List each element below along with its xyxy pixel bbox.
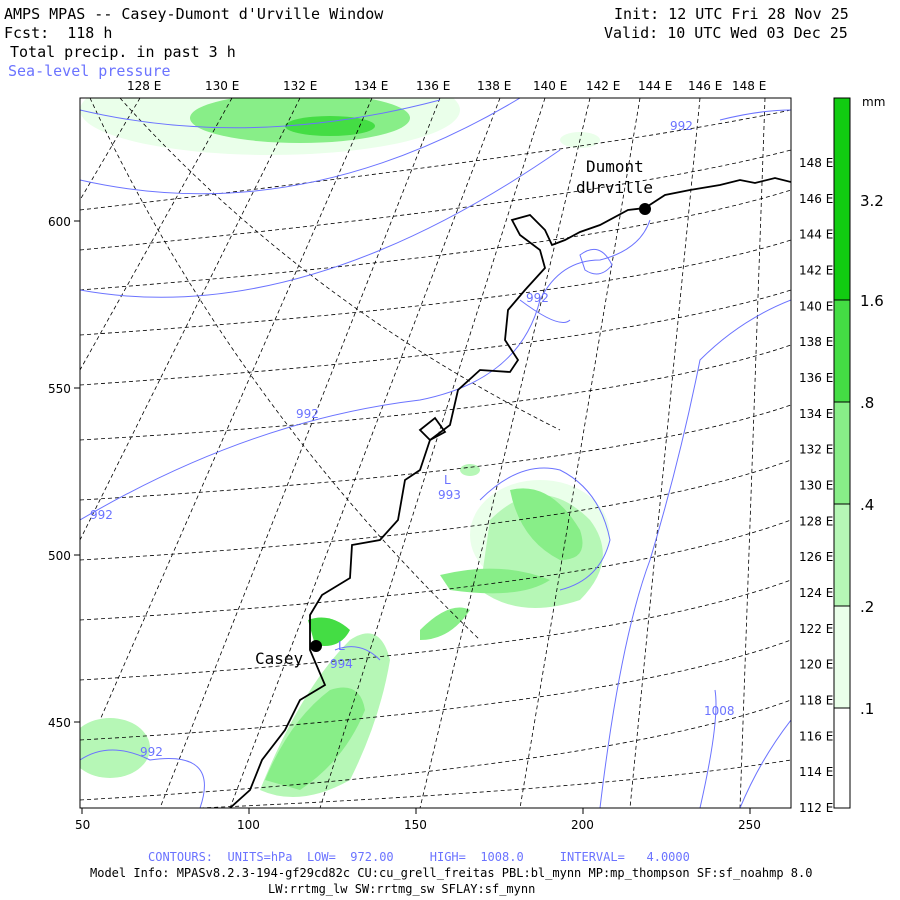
lon-labels-right: 148 E 146 E 144 E 142 E 140 E 138 E 136 E 134 E… xyxy=(799,156,833,815)
low-marker: L xyxy=(338,639,345,653)
lat-label: 146 E xyxy=(799,192,833,206)
colorbar-label: .8 xyxy=(860,394,874,412)
lat-label: 116 E xyxy=(799,729,833,743)
colorbar-label: .1 xyxy=(860,700,874,718)
contour-label-group: 992 992 992 992 992 1008 993 994 L L xyxy=(90,119,735,759)
x-tick-label: 150 xyxy=(404,818,427,832)
lon-label: 148 E xyxy=(732,79,766,93)
lat-label: 144 E xyxy=(799,228,833,242)
low-marker: L xyxy=(444,473,451,487)
x-tick-label: 200 xyxy=(571,818,594,832)
y-axis: 600 550 500 450 xyxy=(48,215,80,730)
lat-label: 122 E xyxy=(799,622,833,636)
lon-label: 134 E xyxy=(354,79,388,93)
lat-label: 132 E xyxy=(799,443,833,457)
colorbar-label: 3.2 xyxy=(860,192,884,210)
lat-label: 138 E xyxy=(799,335,833,349)
model-info: Model Info: MPASv8.2.3-194-gf29cd82c CU:… xyxy=(90,866,813,880)
colorbar-segment xyxy=(833,299,851,403)
x-axis: 50 100 150 200 250 xyxy=(75,808,761,832)
lon-label: 132 E xyxy=(283,79,317,93)
lat-label: 114 E xyxy=(799,765,833,779)
lat-label: 136 E xyxy=(799,371,833,385)
lat-label: 140 E xyxy=(799,299,833,313)
lat-label: 124 E xyxy=(799,586,833,600)
lon-label: 136 E xyxy=(416,79,450,93)
contour-label: 992 xyxy=(296,407,319,421)
colorbar-segment xyxy=(833,707,851,809)
casey-station-marker xyxy=(310,640,322,652)
lon-label: 138 E xyxy=(477,79,511,93)
physics-info: LW:rrtmg_lw SW:rrtmg_sw SFLAY:sf_mynn xyxy=(268,882,536,896)
x-tick-label: 250 xyxy=(738,818,761,832)
lon-label: 142 E xyxy=(586,79,620,93)
colorbar-segment xyxy=(833,401,851,505)
contour-label: 994 xyxy=(330,657,353,671)
lat-label: 112 E xyxy=(799,801,833,815)
map-title: AMPS MPAS -- Casey-Dumont d'Urville Wind… xyxy=(4,5,384,23)
field-name: Total precip. in past 3 h xyxy=(10,43,236,61)
contours-info: CONTOURS: UNITS=hPa LOW= 972.00 HIGH= 10… xyxy=(148,850,690,864)
contour-label: 1008 xyxy=(704,704,735,718)
lat-label: 126 E xyxy=(799,550,833,564)
pressure-contours xyxy=(80,98,791,808)
contour-label: 992 xyxy=(140,745,163,759)
contour-label: 992 xyxy=(670,119,693,133)
y-tick-label: 600 xyxy=(48,215,71,229)
dumont-label-line2: dUrville xyxy=(576,178,653,197)
y-tick-label: 450 xyxy=(48,716,71,730)
colorbar-label: .4 xyxy=(860,496,874,514)
forecast-hour: Fcst: 118 h xyxy=(4,24,113,42)
lon-label: 144 E xyxy=(638,79,672,93)
overlay-name: Sea-level pressure xyxy=(8,62,171,80)
lon-label: 146 E xyxy=(688,79,722,93)
lon-label: 130 E xyxy=(205,79,239,93)
dumont-label-line1: Dumont xyxy=(586,157,644,176)
x-tick-label: 50 xyxy=(75,818,90,832)
dumont-station-marker xyxy=(639,203,651,215)
colorbar-label: .2 xyxy=(860,598,874,616)
lat-label: 130 E xyxy=(799,479,833,493)
y-tick-label: 550 xyxy=(48,382,71,396)
colorbar-segment xyxy=(833,97,851,301)
contour-label: 992 xyxy=(526,291,549,305)
contour-label: 993 xyxy=(438,488,461,502)
valid-time: Valid: 10 UTC Wed 03 Dec 25 xyxy=(604,24,848,42)
x-tick-label: 100 xyxy=(237,818,260,832)
lat-label: 134 E xyxy=(799,407,833,421)
contour-label: 992 xyxy=(90,508,113,522)
colorbar: mm .1 .2 .4 .8 1.6 3.2 xyxy=(833,95,885,809)
init-time: Init: 12 UTC Fri 28 Nov 25 xyxy=(614,5,849,23)
colorbar-label: 1.6 xyxy=(860,292,884,310)
lon-label: 140 E xyxy=(533,79,567,93)
colorbar-segment xyxy=(833,503,851,607)
colorbar-unit: mm xyxy=(862,95,885,109)
lon-labels-top: 128 E 130 E 132 E 134 E 136 E 138 E 140 … xyxy=(127,79,766,93)
lat-label: 118 E xyxy=(799,694,833,708)
casey-label: Casey xyxy=(255,649,304,668)
graticule xyxy=(80,98,791,808)
lat-label: 120 E xyxy=(799,658,833,672)
lon-label: 128 E xyxy=(127,79,161,93)
lat-label: 128 E xyxy=(799,514,833,528)
y-tick-label: 500 xyxy=(48,549,71,563)
colorbar-segment xyxy=(833,605,851,709)
lat-label: 148 E xyxy=(799,156,833,170)
lat-label: 142 E xyxy=(799,264,833,278)
